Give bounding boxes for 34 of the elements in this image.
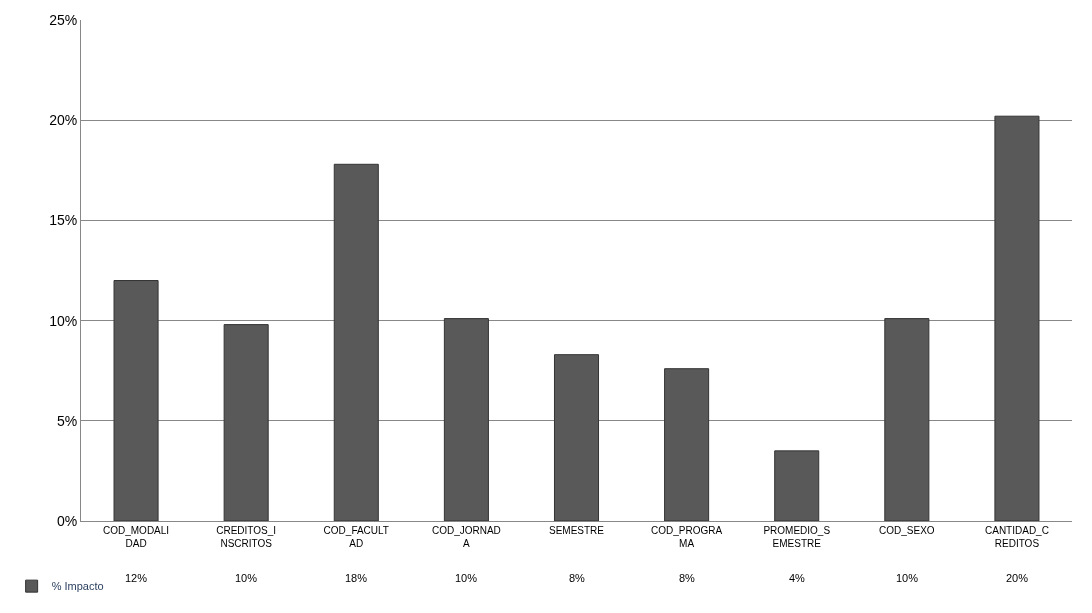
- bar: [443, 318, 489, 521]
- data-label: 4%: [789, 572, 806, 584]
- data-label: 8%: [679, 572, 696, 584]
- x-tick-label: SEMESTRE: [548, 525, 605, 536]
- data-label: 10%: [896, 572, 919, 584]
- x-tick-label: PROMEDIO_SEMESTRE: [763, 525, 831, 549]
- bar: [333, 163, 379, 521]
- bar: [553, 354, 600, 521]
- bar: [884, 318, 930, 521]
- x-tick-label: CANTIDAD_CREDITOS: [984, 525, 1049, 549]
- x-tick-label: COD_PROGRAMA: [651, 525, 723, 549]
- legend-label: % Impacto: [51, 580, 104, 593]
- data-label: 10%: [235, 572, 258, 584]
- y-tick-label: 5%: [56, 412, 78, 429]
- data-label: 8%: [569, 572, 586, 584]
- x-tick-label: COD_JORNADA: [431, 525, 501, 549]
- bar: [774, 450, 820, 521]
- data-label: 18%: [345, 572, 368, 584]
- y-tick-label: 20%: [49, 112, 78, 129]
- y-tick-label: 15%: [49, 212, 78, 229]
- y-tick-label: 25%: [49, 11, 78, 28]
- data-label: 10%: [455, 572, 478, 584]
- x-tick-label: COD_FACULTAD: [323, 525, 389, 549]
- x-tick-label: COD_MODALIDAD: [103, 525, 170, 549]
- data-label: 20%: [1006, 572, 1029, 584]
- bar: [664, 368, 710, 521]
- y-tick-label: 0%: [56, 512, 78, 529]
- data-label: 12%: [125, 572, 148, 584]
- y-tick-label: 10%: [49, 312, 78, 329]
- x-tick-label: CREDITOS_INSCRITOS: [216, 525, 277, 549]
- bar: [223, 324, 269, 521]
- bar: [994, 115, 1040, 521]
- x-tick-label: COD_SEXO: [879, 525, 935, 536]
- bar: [113, 280, 159, 521]
